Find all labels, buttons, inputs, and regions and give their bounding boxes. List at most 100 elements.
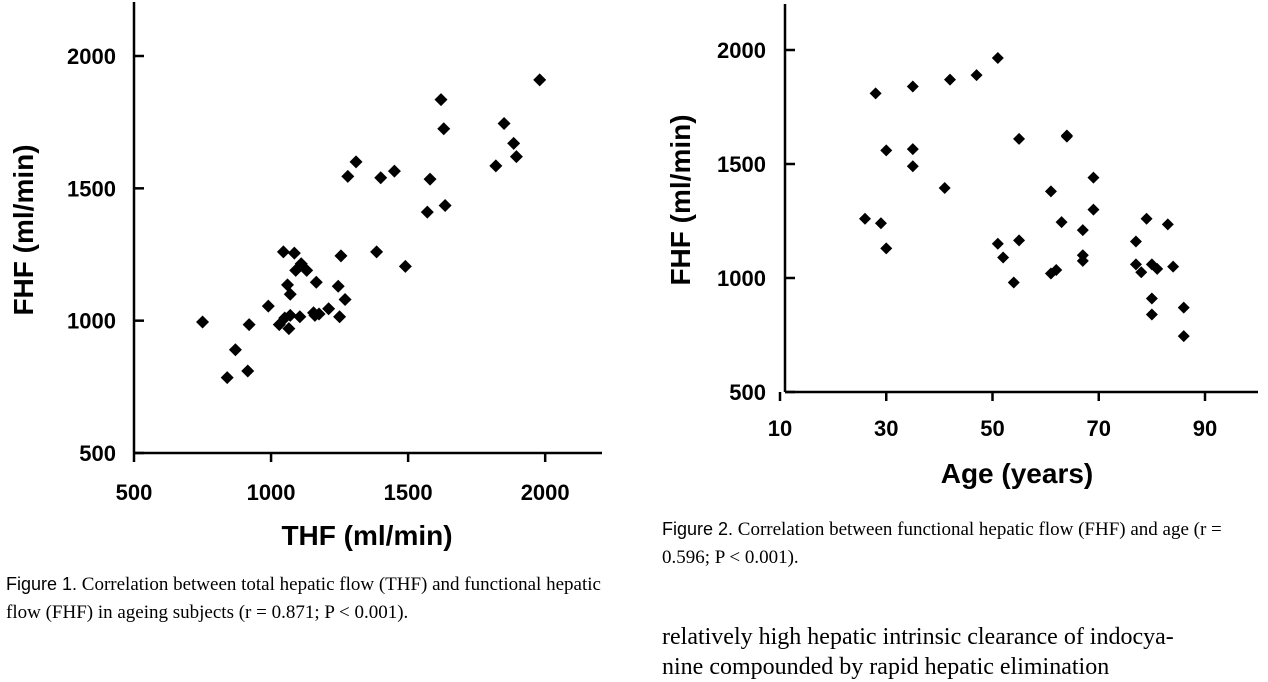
figure2-y-tick-label: 1000 <box>717 266 766 291</box>
figure1-data-point <box>242 318 256 332</box>
figure2-data-point <box>1013 132 1026 145</box>
figure1-data-point <box>349 155 363 169</box>
figure2-data-point <box>906 143 919 156</box>
body-text-line-1: relatively high hepatic intrinsic cleara… <box>662 624 1174 650</box>
figure1-x-tick-label: 2000 <box>521 480 570 505</box>
figure2-data-points <box>859 51 1190 343</box>
figure2-data-point <box>1167 260 1180 273</box>
figure1-data-point <box>334 249 348 263</box>
figure1-data-point <box>374 171 388 185</box>
figure1-data-point <box>293 310 307 324</box>
figure2-caption-text: Correlation between functional hepatic f… <box>662 519 1222 568</box>
figure2-data-point <box>1013 234 1026 247</box>
figure2-y-tick-label: 2000 <box>717 38 766 63</box>
figure1-data-point <box>387 164 401 178</box>
figure2-data-point <box>906 80 919 93</box>
figure2-axes <box>783 4 1258 394</box>
figure1-x-ticks: 500 1000 1500 2000 <box>116 453 570 505</box>
figure2-data-point <box>1161 218 1174 231</box>
figure1-caption-label: Figure 1. <box>6 574 78 594</box>
figure1-data-point <box>281 278 295 292</box>
figure1-data-point <box>287 246 301 260</box>
figure2-y-tick-label: 1500 <box>717 152 766 177</box>
figure2-y-ticks: 500 1000 1500 2000 <box>717 38 795 405</box>
figure1-data-point <box>370 245 384 259</box>
figure2-data-point <box>1087 171 1100 184</box>
figure1-x-tick-label: 500 <box>116 480 153 505</box>
figure2-data-point <box>1129 258 1142 271</box>
figure2-caption-label: Figure 2. <box>662 519 734 539</box>
figure1-y-tick-label: 1500 <box>67 176 116 201</box>
figure2-data-point <box>1177 301 1190 314</box>
figure1-data-point <box>309 275 323 289</box>
figure1-data-point <box>438 199 452 213</box>
figure1-x-tick-label: 1000 <box>247 480 296 505</box>
figure2-data-point <box>874 217 887 230</box>
figure2-data-point <box>1129 235 1142 248</box>
figure1-data-point <box>341 169 355 183</box>
figure2-y-tick-label: 500 <box>729 380 766 405</box>
figure1-data-point <box>420 205 434 219</box>
figure1-caption: Figure 1. Correlation between total hepa… <box>6 570 616 627</box>
figure2-chart: 500 1000 1500 2000 10 30 50 70 90 Age (years) F… <box>665 4 1258 489</box>
figure1-y-ticks: 500 1000 1500 2000 <box>67 44 144 466</box>
figure2-data-point <box>1151 262 1164 275</box>
figure2-data-point <box>906 160 919 173</box>
figure1-axes <box>132 2 602 455</box>
figure1-data-point <box>322 302 336 316</box>
figure1-data-point <box>507 136 521 150</box>
figure2-data-point <box>1087 203 1100 216</box>
figure1-data-point <box>300 263 314 277</box>
figure1-data-points <box>196 73 547 385</box>
figure1-data-point <box>276 245 290 259</box>
figure1-data-point <box>312 307 326 321</box>
figure2-data-point <box>991 237 1004 250</box>
figure2-x-tick-label: 70 <box>1087 416 1111 441</box>
figure2-data-point <box>880 242 893 255</box>
figure1-data-point <box>398 259 412 273</box>
figure1-data-point <box>241 364 255 378</box>
figure2-data-point <box>859 212 871 225</box>
figure2-x-ticks: 10 30 50 70 90 <box>768 392 1217 441</box>
figure1-data-point <box>333 310 347 324</box>
figure2-x-axis-title: Age (years) <box>941 458 1094 489</box>
figure2-data-point <box>997 251 1010 264</box>
figure2-data-point <box>1145 308 1158 321</box>
figure2-data-point <box>1055 216 1068 229</box>
figure1-y-tick-label: 500 <box>79 441 116 466</box>
figure1-data-point <box>331 279 345 293</box>
figure2-data-point <box>1076 249 1089 262</box>
figure1-data-point <box>196 315 210 329</box>
figure1-data-point <box>509 150 523 164</box>
figure1-data-point <box>228 343 242 357</box>
figure1-data-point <box>533 73 547 87</box>
figure2-data-point <box>880 144 893 157</box>
figure2-data-point <box>991 51 1004 64</box>
figure1-data-point <box>423 172 437 186</box>
figure2-x-tick-label: 90 <box>1193 416 1217 441</box>
figure2-caption: Figure 2. Correlation between functional… <box>662 515 1268 572</box>
figure1-chart: 500 1000 1500 2000 500 1000 1500 2000 THF (ml/… <box>8 2 602 551</box>
figure2-data-point <box>938 181 951 194</box>
figure2-x-tick-label: 50 <box>980 416 1004 441</box>
figure2-data-point <box>1140 212 1153 225</box>
figure2-data-point <box>1007 276 1020 289</box>
figure1-data-point <box>220 371 234 385</box>
figure2-data-point <box>1145 292 1158 305</box>
figure1-data-point <box>283 308 297 322</box>
figure1-data-point <box>338 292 352 306</box>
figure2-data-point <box>869 87 882 100</box>
figure1-y-tick-label: 1000 <box>67 309 116 334</box>
figure2-data-point <box>1135 266 1148 279</box>
figure2-x-tick-label: 10 <box>768 416 792 441</box>
figure1-data-point <box>489 159 503 173</box>
figure1-y-axis-title: FHF (ml/min) <box>8 144 39 315</box>
figure1-x-axis-title: THF (ml/min) <box>281 520 452 551</box>
figure2-data-point <box>1050 264 1063 277</box>
figure2-x-tick-label: 30 <box>874 416 898 441</box>
figure2-data-point <box>1060 129 1073 142</box>
figure2-data-point <box>1177 330 1190 343</box>
figure2-data-point <box>1044 185 1057 198</box>
figure1-y-tick-label: 2000 <box>67 44 116 69</box>
figure1-caption-text: Correlation between total hepatic flow (… <box>6 574 601 623</box>
